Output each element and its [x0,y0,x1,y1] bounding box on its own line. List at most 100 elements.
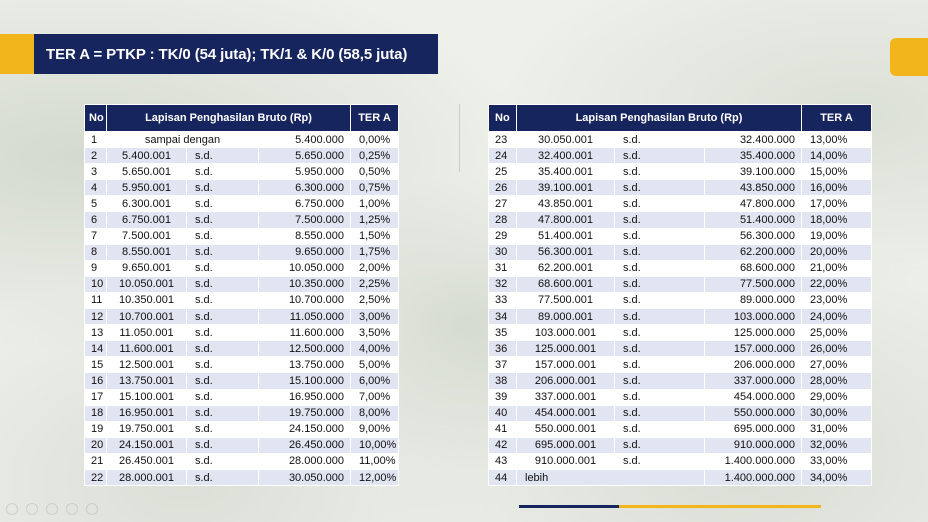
table-row: 5 6.300.001 s.d. 6.750.000 1,00% [84,195,399,213]
table-row: 18 16.950.001 s.d. 19.750.000 8,00% [84,404,399,422]
slide-controls[interactable] [6,503,98,515]
zoom-icon[interactable] [86,503,98,515]
cell-rate: 30,00% [801,404,872,422]
cell-upper: 695.000.000 [704,420,802,438]
table-row: 41 550.000.001 s.d. 695.000.000 31,00% [488,420,872,438]
table-row: 4 5.950.001 s.d. 6.300.000 0,75% [84,179,399,197]
table-row: 7 7.500.001 s.d. 8.550.000 1,50% [84,227,399,245]
cell-no: 9 [84,259,107,277]
cell-no: 5 [84,195,107,213]
table-row: 39 337.000.001 s.d. 454.000.000 29,00% [488,388,872,406]
next-slide-icon[interactable] [26,503,38,515]
cell-no: 34 [488,308,517,326]
cell-lower: 9.650.001 [106,259,187,277]
table-row: 10 10.050.001 s.d. 10.350.000 2,25% [84,275,399,293]
table-row: 31 62.200.001 s.d. 68.600.000 21,00% [488,259,872,277]
cell-upper: 12.500.000 [258,340,351,358]
cell-sd: s.d. [186,227,259,245]
cell-lower: 12.500.001 [106,356,187,374]
cell-no: 14 [84,340,107,358]
cell-no: 25 [488,163,517,181]
grid-icon[interactable] [66,503,78,515]
table-row: 33 77.500.001 s.d. 89.000.000 23,00% [488,291,872,310]
column-divider [459,104,460,172]
table-row: 9 9.650.001 s.d. 10.050.000 2,00% [84,259,399,277]
slide-title: TER A = PTKP : TK/0 (54 juta); TK/1 & K/… [34,34,438,74]
cell-no: 4 [84,179,107,197]
cell-rate: 17,00% [801,195,872,213]
cell-sd: s.d. [186,436,259,454]
table-row: 32 68.600.001 s.d. 77.500.000 22,00% [488,275,872,293]
cell-rate: 2,00% [350,259,399,277]
cell-lower: 89.000.001 [516,308,615,326]
header-ter: TER A [801,104,872,132]
cell-sd: s.d. [614,308,705,326]
cell-sd: s.d. [186,468,259,487]
cell-sd: s.d. [614,243,705,261]
cell-no: 3 [84,163,107,181]
cell-upper: 5.650.000 [258,147,351,165]
cell-sd: s.d. [614,291,705,310]
cell-no: 12 [84,308,107,326]
table-row: 22 28.000.001 s.d. 30.050.000 12,00% [84,468,399,487]
cell-lower: 5.950.001 [106,179,187,197]
cell-no: 23 [488,130,517,149]
cell-upper: 6.300.000 [258,179,351,197]
cell-sd: s.d. [614,372,705,390]
cell-lower: 56.300.001 [516,243,615,261]
accent-block-right [890,38,928,76]
table-row: 26 39.100.001 s.d. 43.850.000 16,00% [488,179,872,197]
cell-no: 13 [84,324,107,342]
cell-sd: s.d. [186,275,259,293]
cell-no: 31 [488,259,517,277]
cell-sd: s.d. [186,356,259,374]
cell-lower: 62.200.001 [516,259,615,277]
cell-upper: 910.000.000 [704,436,802,454]
cell-sd: s.d. [614,211,705,229]
cell-rate: 1,75% [350,243,399,261]
cell-lower: 7.500.001 [106,227,187,245]
cell-no: 19 [84,420,107,438]
footer-bar-gold [619,505,821,508]
pen-icon[interactable] [46,503,58,515]
cell-lower: 19.750.001 [106,420,187,438]
cell-sd: s.d. [614,356,705,374]
cell-upper: 43.850.000 [704,179,802,197]
cell-no: 1 [84,130,107,149]
cell-lower: 5.400.001 [106,147,187,165]
table-row: 38 206.000.001 s.d. 337.000.000 28,00% [488,372,872,390]
cell-upper: 5.400.000 [258,130,351,149]
cell-sd: s.d. [614,130,705,149]
cell-lower: 15.100.001 [106,388,187,406]
cell-upper: 11.050.000 [258,308,351,326]
cell-sd: s.d. [614,163,705,181]
cell-no: 16 [84,372,107,390]
cell-lower: 337.000.001 [516,388,615,406]
cell-upper: 206.000.000 [704,356,802,374]
cell-no: 35 [488,324,517,342]
table-row: 3 5.650.001 s.d. 5.950.000 0,50% [84,163,399,181]
table-row: 24 32.400.001 s.d. 35.400.000 14,00% [488,147,872,165]
cell-rate: 3,50% [350,324,399,342]
table-header-row: No Lapisan Penghasilan Bruto (Rp) TER A [84,104,399,132]
cell-no: 32 [488,275,517,293]
cell-rate: 5,00% [350,356,399,374]
header-lapisan: Lapisan Penghasilan Bruto (Rp) [106,104,351,132]
cell-lower: 77.500.001 [516,291,615,310]
cell-rate: 16,00% [801,179,872,197]
cell-lower: 13.750.001 [106,372,187,390]
cell-rate: 7,00% [350,388,399,406]
cell-lower: 695.000.001 [516,436,615,454]
cell-upper: 8.550.000 [258,227,351,245]
cell-rate: 18,00% [801,211,872,229]
cell-rate: 12,00% [350,468,399,487]
cell-upper: 13.750.000 [258,356,351,374]
cell-rate: 14,00% [801,147,872,165]
prev-slide-icon[interactable] [6,503,18,515]
cell-no: 21 [84,452,107,470]
cell-lower: 39.100.001 [516,179,615,197]
table-row: 6 6.750.001 s.d. 7.500.000 1,25% [84,211,399,229]
cell-rate: 1,00% [350,195,399,213]
cell-no: 40 [488,404,517,422]
cell-rate: 13,00% [801,130,872,149]
